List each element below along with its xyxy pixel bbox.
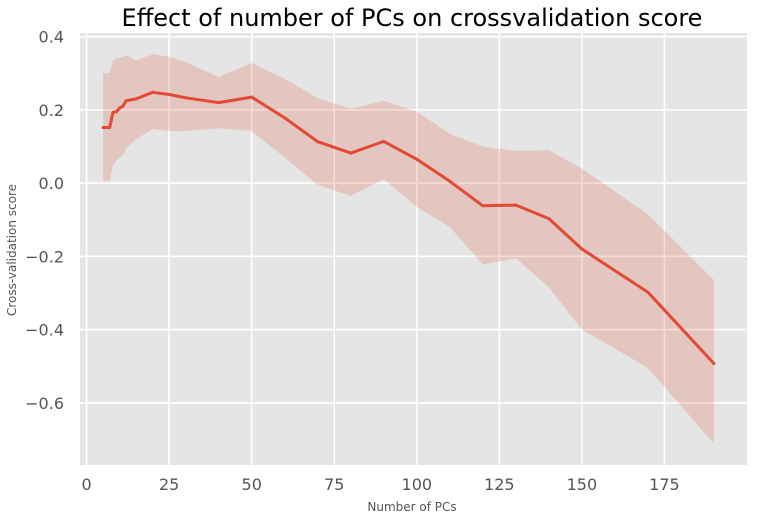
data-point — [415, 157, 419, 161]
data-point — [547, 217, 551, 221]
data-point — [184, 96, 188, 100]
data-point — [118, 106, 122, 110]
x-tick-label: 125 — [484, 475, 515, 494]
data-point — [481, 204, 485, 208]
data-point — [250, 95, 254, 99]
x-tick-label: 50 — [242, 475, 262, 494]
data-point — [151, 90, 155, 94]
data-point — [108, 125, 112, 129]
data-point — [217, 101, 221, 105]
data-point — [712, 362, 716, 366]
data-point — [101, 125, 105, 129]
data-point — [514, 203, 518, 207]
data-point — [283, 116, 287, 120]
data-point — [382, 139, 386, 143]
data-point — [580, 247, 584, 251]
x-tick-label: 25 — [159, 475, 179, 494]
x-tick-label: 100 — [402, 475, 433, 494]
y-tick-label: −0.6 — [25, 394, 64, 413]
data-point — [167, 93, 171, 97]
data-point — [134, 97, 138, 101]
data-points — [101, 90, 716, 366]
x-tick-label: 150 — [567, 475, 598, 494]
plot-area — [80, 33, 747, 465]
data-point — [111, 110, 115, 114]
x-tick-labels: 0 25 50 75 100 125 150 175 — [82, 475, 680, 494]
data-point — [349, 151, 353, 155]
data-point — [124, 99, 128, 103]
data-point — [646, 290, 650, 294]
y-tick-label: −0.2 — [25, 247, 64, 266]
data-point — [114, 110, 118, 114]
y-tick-label: −0.4 — [25, 321, 64, 340]
grid-lines — [80, 33, 747, 465]
x-axis-label: Number of PCs — [367, 500, 456, 514]
x-tick-label: 0 — [82, 475, 92, 494]
y-tick-label: 0.4 — [39, 28, 64, 47]
y-tick-label: 0.2 — [39, 101, 64, 120]
data-point — [316, 140, 320, 144]
y-tick-labels: 0.4 0.2 0.0 −0.2 −0.4 −0.6 — [25, 28, 64, 413]
y-tick-label: 0.0 — [39, 174, 64, 193]
x-tick-label: 175 — [649, 475, 680, 494]
x-tick-label: 75 — [324, 475, 344, 494]
data-point — [121, 104, 125, 108]
y-axis-label: Cross-validation score — [5, 184, 19, 316]
data-point — [104, 125, 108, 129]
chart-title: Effect of number of PCs on crossvalidati… — [122, 4, 703, 32]
data-point — [448, 179, 452, 183]
